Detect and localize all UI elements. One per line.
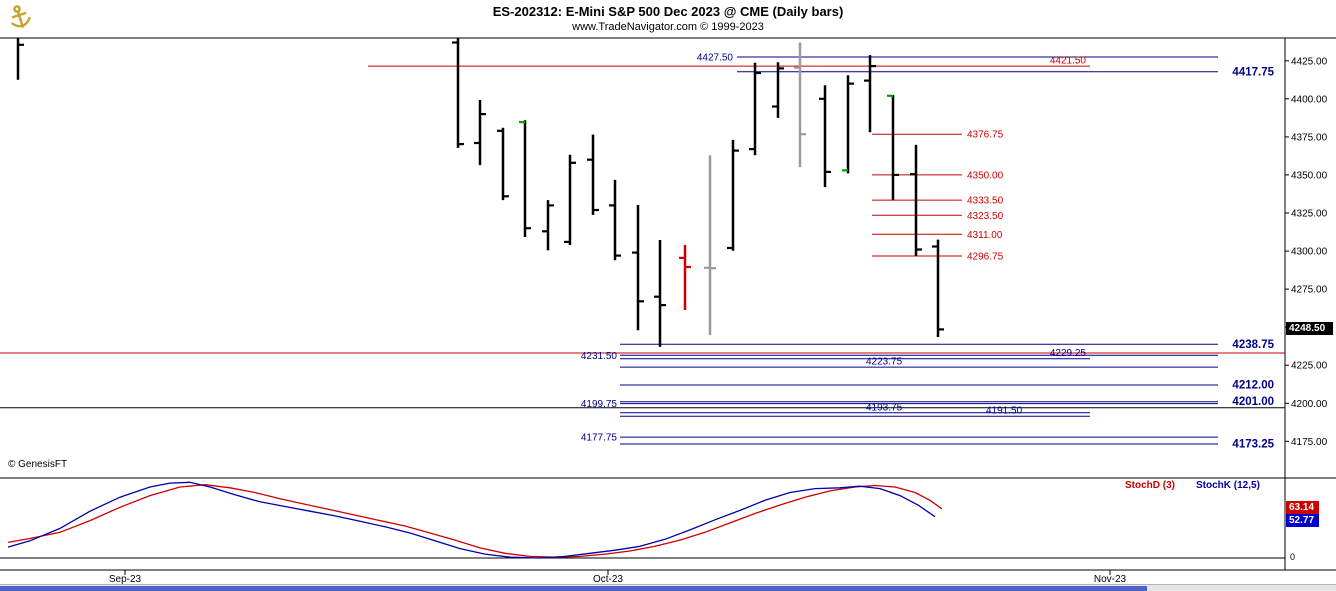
price-level-label: 4333.50 (967, 196, 1004, 207)
horizontal-scrollbar-thumb[interactable] (0, 586, 1147, 591)
price-axis-label: 4425.00 (1291, 56, 1328, 67)
price-axis-label: 4300.00 (1291, 247, 1328, 258)
ohlc-bar (727, 139, 739, 251)
last-price-badge: 4248.50 (1286, 322, 1333, 335)
ohlc-bar (772, 62, 784, 118)
horizontal-scrollbar-track[interactable] (0, 584, 1336, 591)
price-axis-label: 4400.00 (1291, 94, 1328, 105)
ohlc-bar (679, 245, 691, 310)
price-level-label: 4191.50 (986, 406, 1023, 417)
chart-subtitle: www.TradeNavigator.com © 1999-2023 (572, 21, 764, 33)
price-level-label: 4212.00 (1232, 380, 1274, 392)
price-level-label: 4173.25 (1232, 439, 1274, 451)
ohlc-bar (842, 75, 854, 174)
chart-title: ES-202312: E-Mini S&P 500 Dec 2023 @ CME… (492, 4, 844, 19)
price-axis-label: 4375.00 (1291, 132, 1328, 143)
ohlc-bar (609, 179, 621, 261)
price-level-label: 4229.25 (1050, 348, 1087, 359)
trade-navigator-anchor-logo-icon (0, 0, 40, 38)
ohlc-bar (542, 200, 554, 251)
stoch-k-line (7, 481, 936, 559)
price-level-label: 4177.75 (581, 433, 618, 444)
price-level-label: 4350.00 (967, 170, 1004, 181)
stoch-d-line (7, 484, 943, 558)
price-axis-label: 4325.00 (1291, 209, 1328, 220)
ohlc-bar (587, 134, 599, 215)
ohlc-bar (932, 239, 944, 337)
price-level-label: 4223.75 (866, 357, 903, 368)
ohlc-bar (452, 38, 464, 148)
ohlc-bar (819, 85, 831, 188)
price-level-label: 4323.50 (967, 211, 1004, 222)
stoch-d-legend: StochD (3) (1125, 480, 1175, 491)
price-level-label: 4311.00 (967, 230, 1003, 241)
ohlc-bar (632, 205, 644, 331)
ohlc-bar (16, 38, 24, 80)
price-level-label: 4193.75 (866, 402, 903, 413)
price-level-label: 4296.75 (967, 252, 1004, 263)
price-level-label: 4201.00 (1232, 396, 1274, 408)
ohlc-bar (704, 155, 716, 336)
price-level-label: 4238.75 (1232, 339, 1274, 351)
ohlc-bar (910, 144, 922, 256)
stoch-k-legend: StochK (12,5) (1196, 480, 1260, 491)
ohlc-bar (497, 127, 509, 201)
plot-area: 4427.50 4421.50 4417.75 4376.75 4350.00 4333.… (0, 38, 1285, 451)
price-level-label: 4231.50 (581, 351, 618, 362)
ohlc-bar (654, 240, 666, 347)
price-level-label: 4421.50 (1050, 56, 1087, 67)
stoch-d-value-badge: 63.14 (1286, 501, 1319, 514)
price-axis-label: 4275.00 (1291, 285, 1328, 296)
price-axis-label: 4200.00 (1291, 399, 1328, 410)
price-level-label: 4199.75 (581, 399, 618, 410)
price-level-label: 4417.75 (1232, 66, 1274, 78)
x-axis-month-label: Sep-23 (108, 574, 142, 585)
genesis-watermark: © GenesisFT (8, 459, 68, 470)
price-axis-label: 4175.00 (1291, 437, 1328, 448)
price-axis-label: 4350.00 (1291, 170, 1328, 181)
ohlc-bar (887, 94, 899, 201)
ohlc-bar (474, 100, 486, 166)
stoch-zero-label: 0 (1290, 552, 1296, 562)
ohlc-bar (864, 55, 876, 133)
price-level-label: 4427.50 (697, 53, 734, 64)
price-axis-label: 4225.00 (1291, 361, 1328, 372)
x-axis-month-label: Oct-23 (592, 574, 623, 585)
ohlc-bar (519, 120, 531, 237)
ohlc-bar (749, 62, 761, 156)
ohlc-bar (564, 154, 576, 245)
ohlc-bar (794, 42, 806, 168)
price-level-label: 4376.75 (967, 130, 1004, 141)
x-axis-month-label: Nov-23 (1093, 574, 1127, 585)
stoch-k-value-badge: 52.77 (1286, 514, 1319, 527)
